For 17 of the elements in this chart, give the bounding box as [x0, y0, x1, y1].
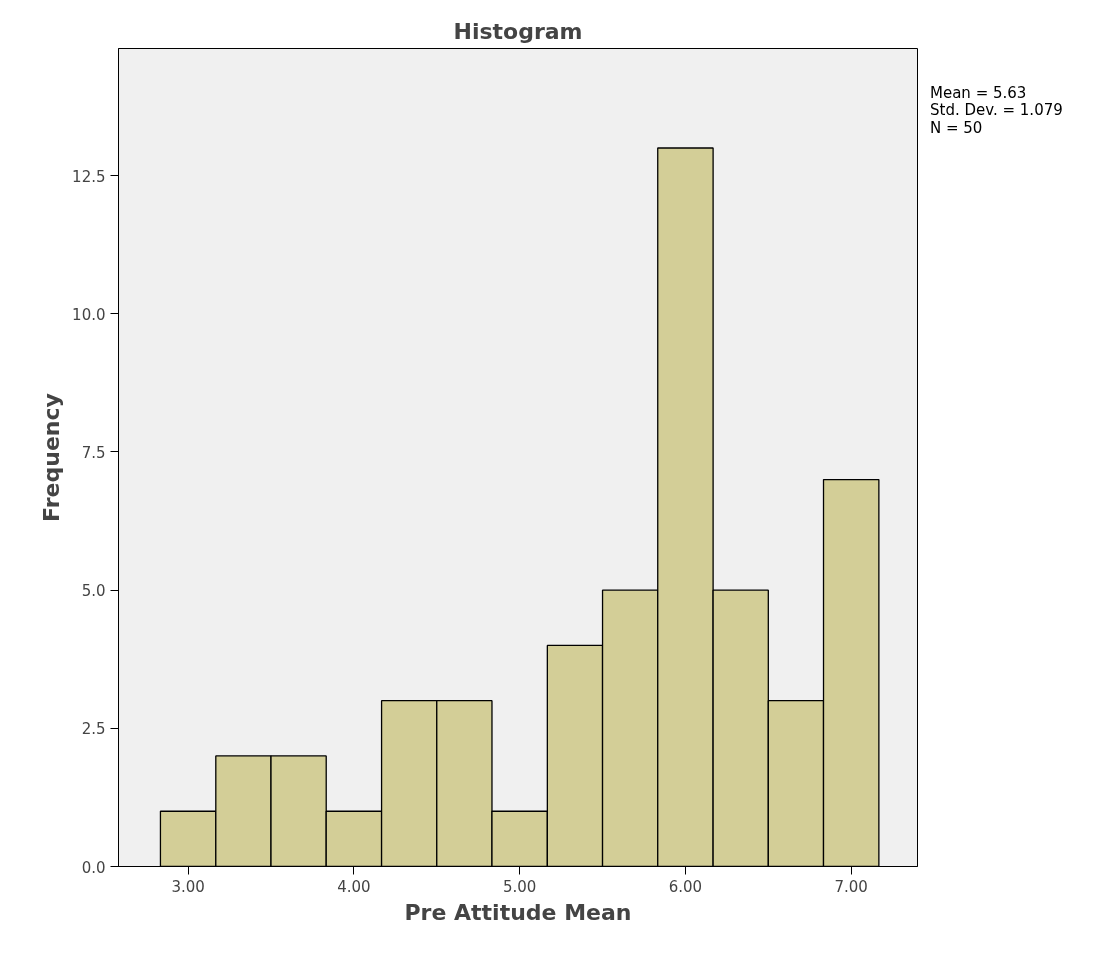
y-axis-title: Frequency	[39, 393, 65, 522]
text: N = 50	[930, 118, 983, 137]
y-tick-label: 7.5	[81, 443, 106, 462]
y-tick-label: 2.5	[81, 720, 106, 739]
y-tick-label: 0.0	[81, 858, 106, 877]
x-tick-label: 7.00	[834, 877, 868, 896]
x-tick-label: 6.00	[668, 877, 703, 896]
x-tick-label: 5.00	[502, 877, 537, 896]
text: Mean = 5.63	[930, 84, 1027, 102]
y-tick-label: 5.0	[81, 582, 106, 601]
x-tick-label: 3.00	[171, 877, 205, 896]
y-tick-label: 12.5	[72, 167, 106, 186]
x-tick-label: 4.00	[337, 877, 371, 896]
chart-title: Histogram	[453, 18, 583, 44]
y-tick-label: 10.0	[72, 305, 106, 324]
x-axis-title: Pre Attitude Mean	[404, 899, 632, 925]
text: Std. Dev. = 1.079	[930, 101, 1063, 120]
